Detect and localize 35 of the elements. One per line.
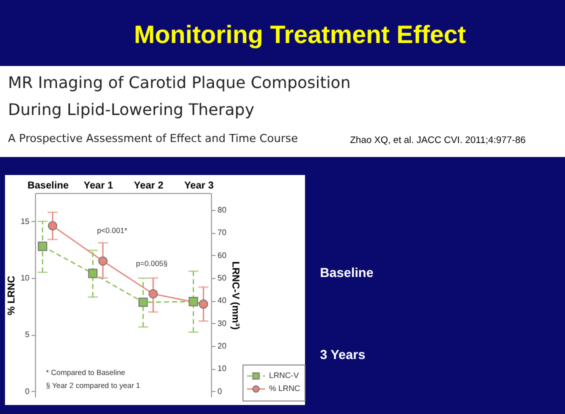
y2-tick-label: 20 bbox=[218, 342, 227, 350]
text: Monitoring Treatment Effect bbox=[134, 21, 467, 49]
point bbox=[138, 298, 148, 307]
y2-tick-label: 50 bbox=[218, 274, 227, 282]
y2-tick-label: 70 bbox=[218, 228, 227, 238]
x-tick-label: Year 2 bbox=[134, 180, 164, 192]
point bbox=[88, 268, 98, 278]
point bbox=[38, 242, 48, 251]
legend-label: % LRNC bbox=[269, 384, 300, 393]
text: Zhao XQ, et al. JACC CVI. 2011;4:977-86 bbox=[350, 135, 526, 146]
y2-tick-label: 30 bbox=[218, 318, 227, 328]
y2-tick-label: 80 bbox=[218, 206, 227, 214]
y-tick-label: 10 bbox=[20, 274, 30, 282]
y2-axis-title: LRNC-V (mm³) bbox=[229, 261, 240, 330]
point bbox=[188, 296, 198, 306]
chart-subtitle: MR Imaging of Carotid Plaque Composition During Lipid-Lowering Therapy bbox=[8, 73, 351, 119]
y-axis-title: % LRNC bbox=[6, 276, 18, 316]
x-tick-label: Year 1 bbox=[84, 180, 114, 192]
text: A Prospective Assessment of Effect and Time Course bbox=[8, 132, 298, 145]
y2-tick-label: 0 bbox=[218, 386, 222, 396]
text: Baseline bbox=[320, 265, 374, 280]
y2-tick-label: 60 bbox=[218, 250, 227, 260]
point bbox=[148, 289, 158, 299]
y2-tick-label: 40 bbox=[218, 296, 227, 306]
point bbox=[48, 221, 58, 231]
point bbox=[198, 299, 208, 309]
legend-label: LRNC-V bbox=[269, 371, 300, 380]
point bbox=[98, 256, 108, 266]
x-tick-label: Baseline bbox=[28, 180, 70, 192]
text: 3 Years bbox=[320, 347, 366, 362]
y-tick-label: 5 bbox=[25, 330, 30, 340]
y2-tick-label: 10 bbox=[218, 364, 227, 374]
y-tick-label: 0 bbox=[25, 386, 30, 396]
x-tick-label: Year 3 bbox=[184, 180, 214, 192]
y-tick-label: 15 bbox=[20, 216, 30, 226]
